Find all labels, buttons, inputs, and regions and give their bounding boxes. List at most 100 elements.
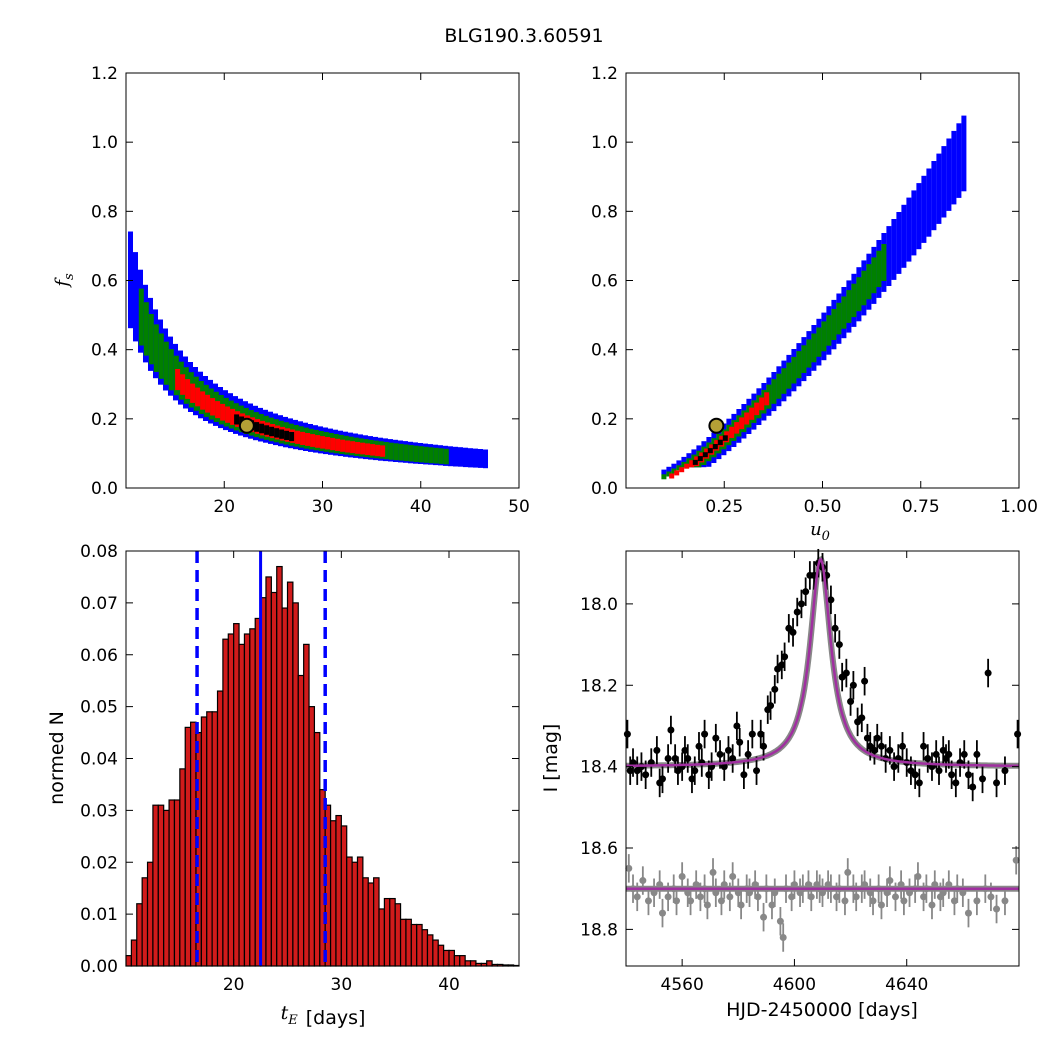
photometry-point xyxy=(932,750,940,758)
photometry-point xyxy=(920,742,928,750)
histogram-bar xyxy=(469,960,477,967)
density-cell-inner xyxy=(764,392,770,406)
residual-point xyxy=(703,901,711,909)
density-cell-inner xyxy=(679,467,685,473)
histogram-bar xyxy=(179,768,186,967)
density-cell-mid xyxy=(413,445,419,462)
density-cell-inner xyxy=(180,374,186,395)
histogram-bar xyxy=(238,643,246,967)
density-cell-inner xyxy=(185,379,191,399)
density-cell-mid xyxy=(821,321,827,352)
density-cell-core xyxy=(264,425,270,435)
u0-fs-density-cells xyxy=(661,115,967,480)
photometry-point xyxy=(778,661,786,669)
density-cell-inner xyxy=(300,431,306,445)
density-cell-inner xyxy=(749,407,755,420)
density-cell-outer xyxy=(661,469,667,475)
density-cell-inner xyxy=(340,439,346,452)
u0-fs-ytick-label: 0.0 xyxy=(591,479,618,499)
density-cell-outer xyxy=(666,466,672,472)
photometry-point xyxy=(642,771,650,779)
histogram-bar xyxy=(426,934,434,967)
tE-histogram-xtick-label: 40 xyxy=(438,975,460,995)
density-cell-outer xyxy=(956,123,962,198)
light-curve-ytick-label: 18.2 xyxy=(580,676,618,696)
histogram-bar xyxy=(211,711,219,967)
density-cell-outer xyxy=(891,219,897,280)
u0-fs-ticks: 0.25 0.50 0.75 1.00 0.0 0.2 0.4 0.6 0.8 1.0 1.2 xyxy=(591,64,1038,517)
photometry-point xyxy=(712,734,720,742)
photometry-point xyxy=(744,750,752,758)
density-cell-mid xyxy=(876,250,882,288)
density-cell-core xyxy=(234,414,240,425)
density-cell-outer xyxy=(468,448,473,468)
density-cell-mid xyxy=(831,309,837,340)
density-cell-mid xyxy=(153,324,159,372)
residual-point xyxy=(841,897,849,905)
light-curve-ytick-label: 18.0 xyxy=(580,595,618,615)
photometry-point xyxy=(667,726,675,734)
histogram-bar xyxy=(383,897,391,967)
density-cell-inner xyxy=(669,473,675,479)
density-cell-mid xyxy=(671,468,677,474)
histogram-bar xyxy=(346,856,353,967)
density-cell-outer xyxy=(483,449,488,469)
tE-histogram-ylabel: normed N xyxy=(46,711,68,805)
tE-histogram-panel: 20 30 40 0.00 0.01 0.02 0.03 0.04 0.05 0.06 0.07 0.… xyxy=(46,542,520,1029)
tE-fs-ytick-label: 0.0 xyxy=(91,479,118,499)
density-cell-inner xyxy=(744,412,750,425)
photometry-point xyxy=(789,628,797,636)
tE-fs-xtick-label: 50 xyxy=(508,497,530,517)
density-cell-inner xyxy=(195,387,201,407)
density-cell-outer xyxy=(896,212,902,274)
photometry-point xyxy=(849,681,857,689)
density-cell-mid xyxy=(408,445,414,462)
residual-point xyxy=(886,877,894,885)
light-curve-xtick-label: 4640 xyxy=(885,975,928,995)
light-curve-ytick-label: 18.6 xyxy=(580,839,618,859)
density-cell-core xyxy=(692,459,698,465)
photometry-point xyxy=(740,771,748,779)
density-cell-inner xyxy=(759,397,765,411)
residual-point xyxy=(678,872,686,880)
photometry-point xyxy=(797,600,805,608)
histogram-bar xyxy=(130,939,138,967)
histogram-bar xyxy=(335,814,342,967)
histogram-bar xyxy=(405,918,412,967)
histogram-bar xyxy=(356,856,364,967)
photometry-point xyxy=(653,746,661,754)
residual-point xyxy=(928,901,936,909)
photometry-point xyxy=(729,755,737,762)
photometry-point xyxy=(827,596,835,604)
photometry-point xyxy=(969,783,977,791)
residual-point xyxy=(900,897,908,905)
histogram-bar xyxy=(351,861,359,967)
residual-point xyxy=(664,893,672,901)
density-cell-outer xyxy=(961,115,967,192)
histogram-bar xyxy=(157,804,165,967)
photometry-point xyxy=(771,685,779,693)
tE-fs-ytick-label: 0.4 xyxy=(91,341,118,361)
density-cell-core xyxy=(254,422,260,432)
histogram-bar xyxy=(249,628,256,967)
photometry-point xyxy=(984,669,992,677)
residual-point xyxy=(877,901,885,909)
photometry-point xyxy=(623,730,631,738)
photometry-point xyxy=(757,730,765,738)
u0-vs-fs-panel: 0.25 0.50 0.75 1.00 0.0 0.2 0.4 0.6 0.8 1.0 1.2 u0 xyxy=(591,64,1038,544)
density-cell-outer xyxy=(936,153,942,224)
tE-fs-frame xyxy=(125,72,520,489)
density-cell-core xyxy=(702,452,708,458)
photometry-point xyxy=(716,750,724,758)
density-cell-mid xyxy=(771,379,777,404)
density-cell-core xyxy=(259,423,265,434)
density-cell-core xyxy=(712,444,718,450)
residual-point xyxy=(754,893,762,901)
histogram-bar xyxy=(173,799,181,967)
histogram-bar xyxy=(453,955,461,967)
u0-fs-ytick-label: 0.8 xyxy=(591,202,618,222)
photometry-point xyxy=(877,742,885,750)
histogram-bar xyxy=(125,955,132,967)
photometry-point xyxy=(691,767,699,775)
histogram-bar xyxy=(276,565,283,967)
